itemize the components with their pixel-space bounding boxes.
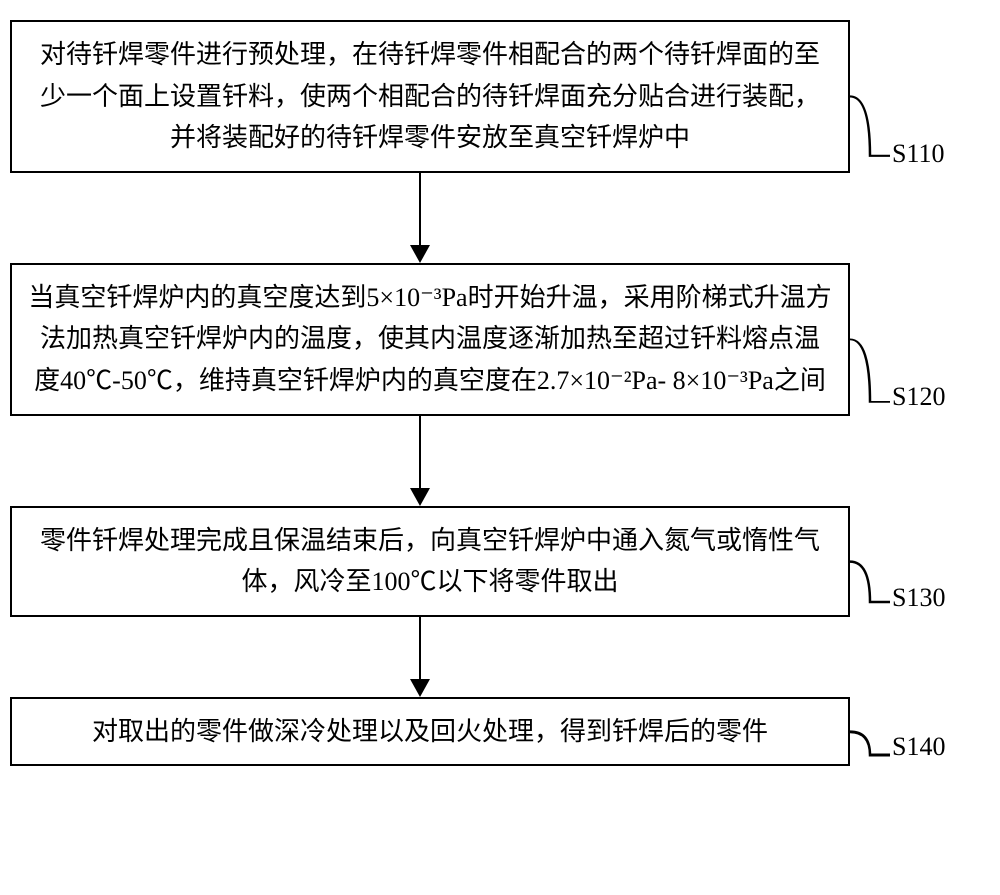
step-label-s130: S130	[890, 583, 945, 617]
step-row-s140: 对取出的零件做深冷处理以及回火处理，得到钎焊后的零件 S140	[10, 697, 990, 767]
label-connector	[850, 506, 890, 617]
step-row-s120: 当真空钎焊炉内的真空度达到5×10⁻³Pa时开始升温，采用阶梯式升温方法加热真空…	[10, 263, 990, 416]
label-connector	[850, 697, 890, 767]
step-row-s130: 零件钎焊处理完成且保温结束后，向真空钎焊炉中通入氮气或惰性气体，风冷至100℃以…	[10, 506, 990, 617]
step-text: 当真空钎焊炉内的真空度达到5×10⁻³Pa时开始升温，采用阶梯式升温方法加热真空…	[28, 283, 831, 395]
step-label-s120: S120	[890, 382, 945, 416]
step-label-s110: S110	[890, 139, 945, 173]
flowchart-container: 对待钎焊零件进行预处理，在待钎焊零件相配合的两个待钎焊面的至少一个面上设置钎料，…	[10, 20, 990, 766]
label-connector	[850, 263, 890, 416]
arrow-shaft	[419, 617, 422, 679]
arrow-shaft	[419, 416, 422, 488]
step-box-s130: 零件钎焊处理完成且保温结束后，向真空钎焊炉中通入氮气或惰性气体，风冷至100℃以…	[10, 506, 850, 617]
step-text: 对待钎焊零件进行预处理，在待钎焊零件相配合的两个待钎焊面的至少一个面上设置钎料，…	[40, 40, 820, 152]
step-text: 对取出的零件做深冷处理以及回火处理，得到钎焊后的零件	[92, 717, 768, 746]
arrow-head-icon	[410, 679, 430, 697]
step-text: 零件钎焊处理完成且保温结束后，向真空钎焊炉中通入氮气或惰性气体，风冷至100℃以…	[40, 526, 820, 597]
arrow-s130-s140	[410, 617, 430, 697]
step-label-s140: S140	[890, 732, 945, 766]
step-box-s140: 对取出的零件做深冷处理以及回火处理，得到钎焊后的零件	[10, 697, 850, 767]
step-row-s110: 对待钎焊零件进行预处理，在待钎焊零件相配合的两个待钎焊面的至少一个面上设置钎料，…	[10, 20, 990, 173]
label-connector	[850, 20, 890, 173]
step-box-s120: 当真空钎焊炉内的真空度达到5×10⁻³Pa时开始升温，采用阶梯式升温方法加热真空…	[10, 263, 850, 416]
arrow-head-icon	[410, 488, 430, 506]
arrow-s120-s130	[410, 416, 430, 506]
arrow-shaft	[419, 173, 422, 245]
step-box-s110: 对待钎焊零件进行预处理，在待钎焊零件相配合的两个待钎焊面的至少一个面上设置钎料，…	[10, 20, 850, 173]
arrow-s110-s120	[410, 173, 430, 263]
arrow-head-icon	[410, 245, 430, 263]
